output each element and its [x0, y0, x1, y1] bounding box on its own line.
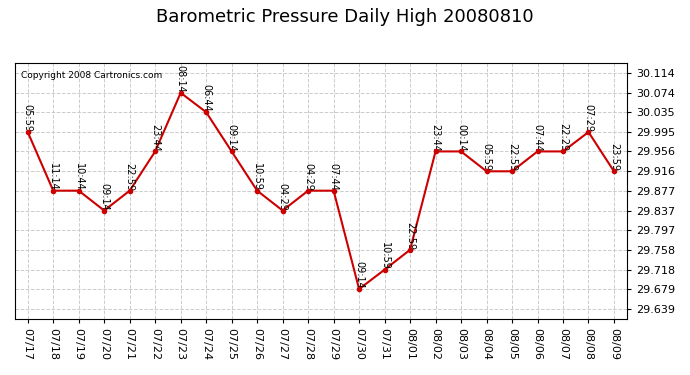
Text: 23:44: 23:44 [150, 123, 160, 152]
Text: 00:14: 00:14 [456, 124, 466, 152]
Text: Copyright 2008 Cartronics.com: Copyright 2008 Cartronics.com [21, 70, 162, 80]
Text: 10:44: 10:44 [74, 163, 83, 190]
Text: 06:44: 06:44 [201, 84, 211, 112]
Text: 23:44: 23:44 [431, 123, 440, 152]
Text: 09:14: 09:14 [226, 124, 237, 152]
Text: 04:29: 04:29 [277, 183, 288, 210]
Text: 05:59: 05:59 [482, 143, 491, 171]
Text: 09:14: 09:14 [354, 261, 364, 289]
Text: 10:59: 10:59 [252, 163, 262, 190]
Text: 10:59: 10:59 [380, 242, 390, 270]
Text: 07:44: 07:44 [328, 163, 339, 190]
Text: 04:29: 04:29 [303, 163, 313, 190]
Text: 07:44: 07:44 [533, 123, 542, 152]
Text: 09:14: 09:14 [99, 183, 109, 210]
Text: 11:14: 11:14 [48, 163, 58, 190]
Text: 08:14: 08:14 [176, 65, 186, 93]
Text: 22:59: 22:59 [125, 162, 135, 190]
Text: Barometric Pressure Daily High 20080810: Barometric Pressure Daily High 20080810 [156, 8, 534, 26]
Text: 05:59: 05:59 [23, 104, 32, 132]
Text: 23:59: 23:59 [609, 143, 619, 171]
Text: 22:29: 22:29 [558, 123, 568, 152]
Text: 22:59: 22:59 [405, 222, 415, 250]
Text: 22:59: 22:59 [507, 143, 517, 171]
Text: 07:29: 07:29 [584, 104, 593, 132]
